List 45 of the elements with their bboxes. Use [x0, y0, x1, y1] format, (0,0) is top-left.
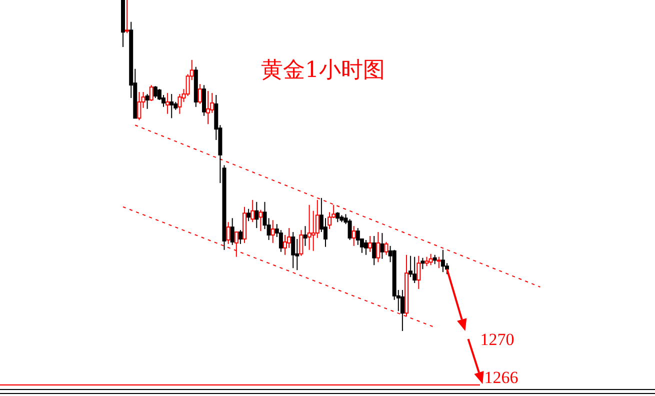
candlestick [412, 256, 417, 284]
candlestick [178, 94, 182, 114]
candlestick [258, 209, 263, 232]
candlestick [145, 94, 150, 110]
candlestick [376, 232, 380, 263]
candlestick [424, 256, 429, 267]
candlestick [416, 255, 421, 290]
candlestick [440, 249, 445, 273]
candlestick [380, 232, 384, 260]
candlestick [149, 84, 154, 102]
candlestick [384, 241, 388, 256]
candlestick [238, 230, 242, 244]
candlestick [420, 257, 425, 270]
candlestick [246, 208, 251, 222]
candlestick [202, 84, 206, 116]
candlestick [364, 239, 368, 256]
candlestick [125, 0, 130, 34]
candlestick [198, 84, 202, 104]
candlestick [428, 253, 433, 266]
candlestick [270, 220, 275, 244]
candlestick [400, 289, 404, 332]
candlestick [230, 218, 234, 246]
candlestick [153, 86, 158, 98]
candlestick [206, 90, 210, 125]
candlestick [234, 232, 238, 258]
candlestick [436, 256, 441, 269]
candlestick [299, 230, 304, 256]
candlestick [372, 236, 376, 266]
candlestick [166, 92, 170, 114]
text: 黄金1小时图 [261, 58, 385, 83]
candlestick [303, 226, 308, 246]
candlestick [254, 201, 259, 229]
candlestick [352, 226, 356, 246]
candlestick [226, 222, 230, 244]
candlestick [368, 236, 372, 252]
candlestick [291, 232, 296, 269]
candlestick [170, 94, 174, 119]
candlestick [137, 92, 142, 121]
candlestick [432, 254, 437, 265]
candlestick [356, 228, 360, 246]
candlestick [336, 212, 340, 223]
annotation: 1270 [480, 330, 514, 349]
candlestick [307, 204, 312, 250]
text: 1266 [484, 368, 518, 387]
candlestick [250, 199, 255, 223]
